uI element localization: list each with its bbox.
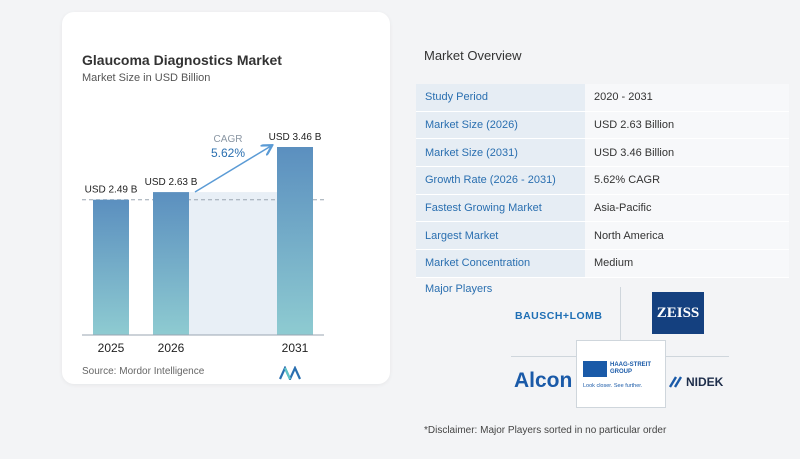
overview-row: Largest Market North America xyxy=(416,221,789,251)
overview-value: North America xyxy=(585,221,789,251)
bar-2026 xyxy=(153,192,189,335)
haag-streit-logo: HAAG-STREIT GROUP Look closer. See furth… xyxy=(576,340,666,408)
overview-value: 2020 - 2031 xyxy=(585,84,789,112)
overview-value: Medium xyxy=(585,249,789,278)
overview-key: Largest Market xyxy=(416,221,585,251)
bar-chart: USD 2.49 B 2025 USD 2.63 B 2026 USD 3.46 B 20… xyxy=(82,132,324,355)
cagr-value: 5.62% xyxy=(211,146,245,160)
disclaimer: *Disclaimer: Major Players sorted in no … xyxy=(424,425,667,436)
chart-title: Glaucoma Diagnostics Market xyxy=(82,52,282,68)
overview-value: 5.62% CAGR xyxy=(585,166,789,195)
overview-value: USD 3.46 Billion xyxy=(585,138,789,168)
growth-shade xyxy=(189,192,277,335)
overview-row: Market Concentration Medium xyxy=(416,249,789,278)
overview-key: Study Period xyxy=(416,84,585,112)
nidek-mark-icon xyxy=(668,376,683,388)
haag-line2: GROUP xyxy=(610,369,633,375)
data-label-2031: USD 3.46 B xyxy=(269,132,322,143)
haag-line1: HAAG-STREIT xyxy=(610,362,651,368)
overview-table: Study Period 2020 - 2031 Market Size (2026… xyxy=(416,84,789,278)
haag-tagline: Look closer. See further. xyxy=(583,383,643,389)
zeiss-logo: ZEISS xyxy=(652,292,704,334)
cagr-arrow xyxy=(194,146,271,193)
overview-value: USD 2.63 Billion xyxy=(585,111,789,140)
divider-v xyxy=(620,287,621,357)
overview-key: Growth Rate (2026 - 2031) xyxy=(416,166,585,195)
alcon-logo: Alcon xyxy=(514,369,573,392)
overview-key: Market Size (2026) xyxy=(416,111,585,140)
overview-row: Growth Rate (2026 - 2031) 5.62% CAGR xyxy=(416,166,789,195)
overview-row: Study Period 2020 - 2031 xyxy=(416,84,789,112)
cagr-label: CAGR xyxy=(214,134,243,145)
overview-key: Market Size (2031) xyxy=(416,138,585,168)
tick-label-2025: 2025 xyxy=(98,341,125,355)
data-label-2025: USD 2.49 B xyxy=(85,185,138,196)
overview-key: Fastest Growing Market xyxy=(416,194,585,223)
major-players-label: Major Players xyxy=(425,283,493,295)
bausch-lomb-logo: BAUSCH+LOMB xyxy=(515,310,603,322)
mordor-logo-icon xyxy=(279,366,301,380)
bar-2031 xyxy=(277,147,313,335)
overview-title: Market Overview xyxy=(424,48,522,63)
overview-row: Market Size (2031) USD 3.46 Billion xyxy=(416,138,789,168)
overview-row: Market Size (2026) USD 2.63 Billion xyxy=(416,111,789,140)
tick-label-2026: 2026 xyxy=(158,341,185,355)
bar-2025 xyxy=(93,199,129,335)
nidek-logo: NIDEK xyxy=(668,375,723,389)
source-note: Source: Mordor Intelligence xyxy=(82,366,205,377)
overview-row: Fastest Growing Market Asia-Pacific xyxy=(416,194,789,223)
chart-card: Glaucoma Diagnostics Market Market Size … xyxy=(62,12,390,384)
overview-value: Asia-Pacific xyxy=(585,194,789,223)
overview-key: Market Concentration xyxy=(416,249,585,278)
chart-subtitle: Market Size in USD Billion xyxy=(82,72,211,84)
data-label-2026: USD 2.63 B xyxy=(145,177,198,188)
tick-label-2031: 2031 xyxy=(282,341,309,355)
